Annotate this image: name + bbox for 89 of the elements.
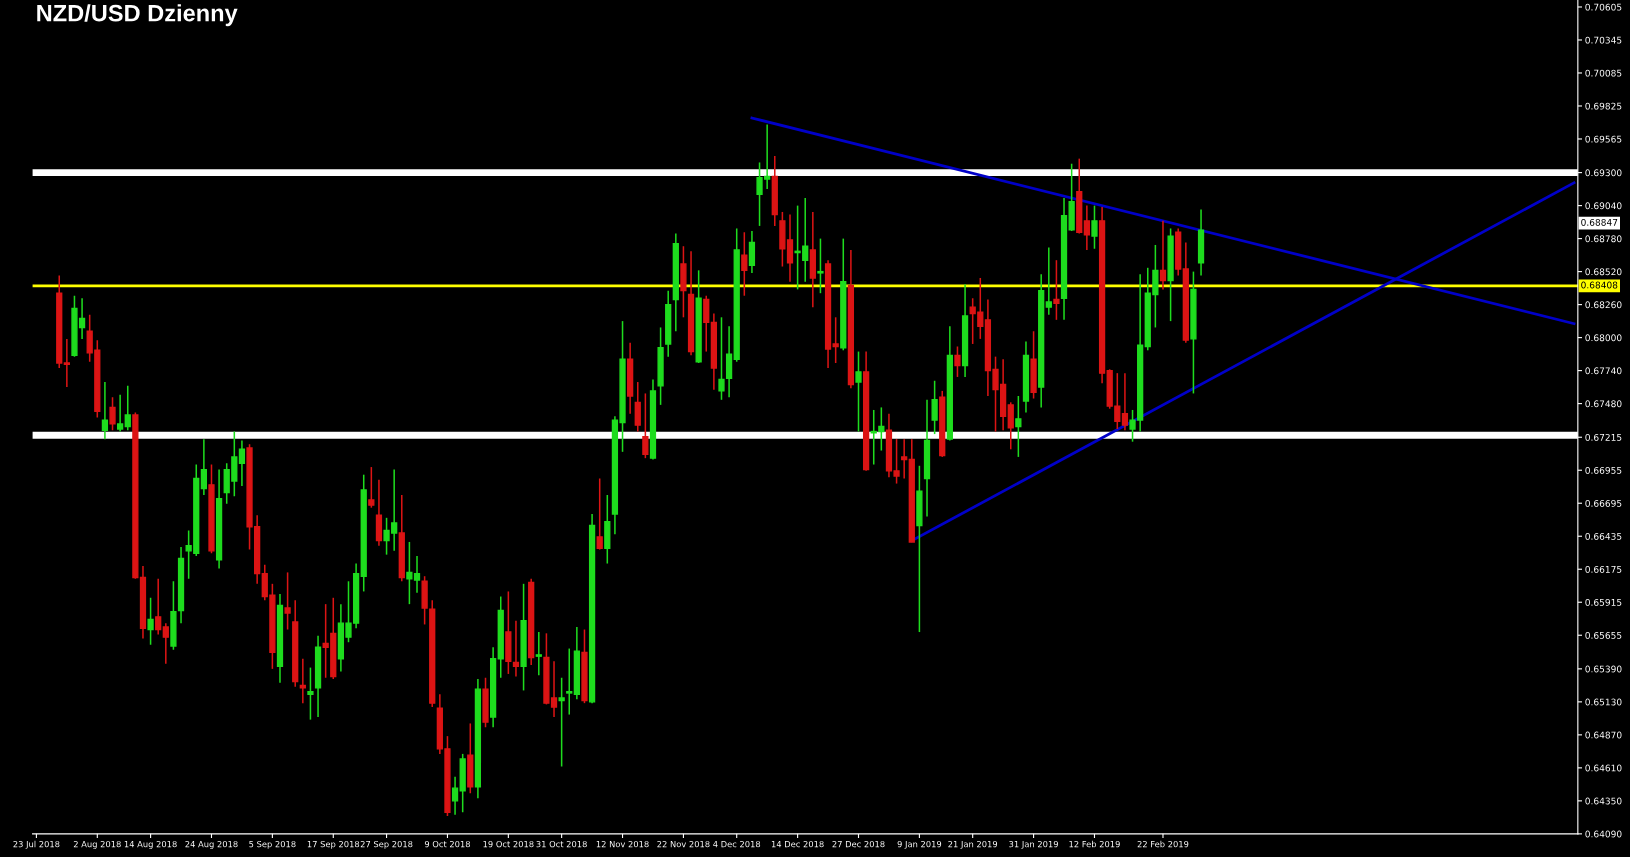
- candlestick: [147, 597, 154, 646]
- candlestick: [299, 657, 306, 704]
- x-tick-label: 2 Aug 2018: [73, 840, 121, 849]
- candlestick: [63, 338, 70, 388]
- candlestick: [535, 631, 542, 676]
- candlestick: [1121, 372, 1129, 432]
- candlestick: [817, 237, 824, 294]
- y-tick-label: 0.65655: [1585, 631, 1622, 639]
- x-tick-label: 23 Jul 2018: [13, 840, 60, 849]
- candlestick: [901, 438, 908, 480]
- candlestick: [1091, 204, 1098, 250]
- y-tick-label: 0.70085: [1585, 69, 1622, 77]
- chart-title: NZD/USD Dzienny: [37, 4, 238, 27]
- y-tick-label: 0.66955: [1585, 466, 1622, 474]
- y-tick-label: 0.66695: [1585, 499, 1622, 507]
- y-tick-label: 0.65390: [1585, 665, 1622, 673]
- x-tick-label: 27 Sep 2018: [360, 840, 413, 849]
- y-tick-label: 0.70605: [1585, 3, 1622, 11]
- candlestick: [451, 775, 459, 816]
- candlestick: [368, 466, 375, 509]
- candlestick: [748, 230, 756, 274]
- candlestick: [718, 316, 725, 401]
- x-tick-label: 17 Sep 2018: [307, 840, 360, 849]
- candlestick: [596, 477, 603, 551]
- candlestick: [703, 294, 710, 353]
- y-tick-label: 0.64870: [1585, 731, 1622, 739]
- y-tick-label: 0.69565: [1585, 135, 1622, 143]
- y-tick-label: 0.68780: [1585, 235, 1622, 243]
- x-tick-label: 5 Sep 2018: [249, 840, 296, 849]
- y-tick-label: 0.68260: [1585, 301, 1622, 309]
- y-tick-label: 0.67740: [1585, 367, 1622, 375]
- candlestick: [642, 392, 649, 459]
- x-tick-label: 27 Dec 2018: [832, 840, 885, 848]
- candlestick: [1053, 259, 1060, 321]
- candlestick: [855, 350, 862, 433]
- candlestick: [1015, 395, 1022, 458]
- candlestick: [741, 231, 748, 297]
- candlestick: [634, 381, 641, 433]
- y-tick-label: 0.68520: [1585, 268, 1622, 276]
- y-tick-label: 0.65915: [1585, 598, 1622, 606]
- candlestick: [238, 439, 246, 487]
- x-tick-label: 24 Aug 2018: [185, 840, 238, 849]
- ref-line-label: 0.68408: [1581, 281, 1618, 289]
- x-tick-label: 22 Nov 2018: [657, 840, 710, 848]
- candlestick: [162, 622, 169, 665]
- candlestick: [101, 381, 109, 440]
- candlestick: [931, 379, 938, 435]
- x-tick-label: 31 Jan 2019: [1009, 840, 1058, 849]
- candlestick: [155, 577, 162, 636]
- x-tick-label: 21 Jan 2019: [948, 840, 998, 849]
- y-tick-label: 0.67215: [1585, 433, 1622, 441]
- candlestick: [109, 396, 116, 432]
- candlestick: [566, 647, 573, 716]
- y-tick-label: 0.65130: [1585, 698, 1622, 706]
- x-tick-label: 19 Oct 2018: [483, 840, 534, 848]
- x-tick-label: 9 Oct 2018: [424, 840, 470, 848]
- candlestick: [124, 385, 131, 432]
- candlestick: [284, 571, 291, 631]
- candlestick: [954, 345, 961, 378]
- y-tick-label: 0.69040: [1585, 202, 1622, 210]
- candlestick: [512, 619, 520, 678]
- y-tick-label: 0.69825: [1585, 102, 1622, 110]
- candlestick: [117, 393, 124, 433]
- text: 0.68847: [1581, 218, 1618, 226]
- candlestick: [1045, 246, 1052, 316]
- y-tick-label: 0.70345: [1585, 36, 1622, 44]
- x-tick-label: 14 Aug 2018: [124, 840, 177, 849]
- x-tick-label: 9 Jan 2019: [897, 840, 942, 849]
- candlestick: [1159, 220, 1167, 291]
- y-tick-label: 0.66435: [1585, 532, 1622, 540]
- x-tick-label: 31 Oct 2018: [536, 840, 587, 848]
- y-tick-label: 0.67480: [1585, 400, 1622, 408]
- y-tick-label: 0.68000: [1585, 334, 1622, 342]
- y-tick-label: 0.64090: [1585, 830, 1622, 838]
- y-tick-label: 0.64350: [1585, 797, 1622, 805]
- candlestick: [832, 316, 839, 364]
- candlestick: [1083, 204, 1090, 251]
- x-tick-label: 14 Dec 2018: [771, 840, 824, 848]
- candlestick: [1007, 401, 1014, 451]
- x-tick-label: 12 Nov 2018: [596, 840, 649, 848]
- candlestick: [200, 438, 208, 496]
- y-tick-label: 0.69300: [1585, 169, 1622, 177]
- x-tick-label: 22 Feb 2019: [1137, 840, 1189, 848]
- candlestick: [558, 676, 565, 768]
- x-tick-label: 12 Feb 2019: [1069, 840, 1120, 848]
- y-tick-label: 0.66175: [1585, 565, 1622, 573]
- x-tick-label: 4 Dec 2018: [713, 840, 761, 848]
- y-tick-label: 0.64610: [1585, 764, 1622, 772]
- candlestick: [307, 666, 314, 721]
